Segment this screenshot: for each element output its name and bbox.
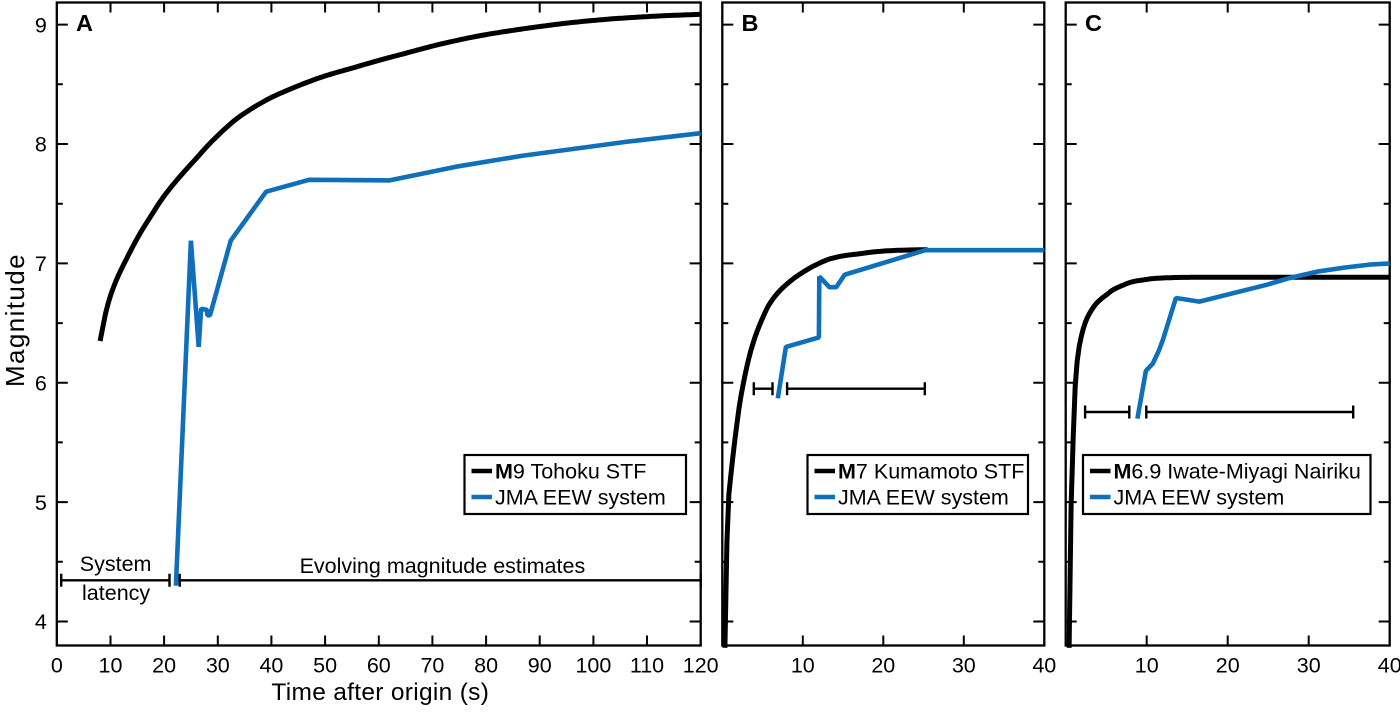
svg-text:6: 6 (35, 371, 47, 395)
svg-text:A: A (76, 10, 93, 36)
svg-text:JMA EEW system: JMA EEW system (838, 485, 1009, 509)
svg-text:10: 10 (1135, 654, 1159, 678)
svg-text:10: 10 (99, 654, 123, 678)
svg-text:20: 20 (152, 654, 176, 678)
svg-text:JMA EEW system: JMA EEW system (1114, 485, 1285, 509)
svg-text:40: 40 (1032, 654, 1056, 678)
svg-text:40: 40 (259, 654, 283, 678)
svg-text:90: 90 (528, 654, 552, 678)
svg-text:30: 30 (206, 654, 230, 678)
svg-text:110: 110 (630, 654, 664, 678)
svg-text:120: 120 (683, 654, 719, 678)
svg-text:Evolving magnitude estimates: Evolving magnitude estimates (300, 554, 586, 578)
svg-text:30: 30 (1297, 654, 1321, 678)
svg-text:M6.9 Iwate-Miyagi Nairiku: M6.9 Iwate-Miyagi Nairiku (1114, 459, 1361, 483)
svg-text:8: 8 (35, 133, 47, 157)
svg-text:Magnitude: Magnitude (0, 253, 30, 387)
svg-text:100: 100 (575, 654, 611, 678)
svg-text:Time after origin (s): Time after origin (s) (271, 679, 489, 706)
svg-text:4: 4 (35, 610, 47, 634)
svg-text:0: 0 (51, 654, 63, 678)
svg-text:M9 Tohoku STF: M9 Tohoku STF (495, 459, 646, 483)
svg-text:B: B (742, 10, 759, 36)
svg-text:M7 Kumamoto STF: M7 Kumamoto STF (838, 459, 1024, 483)
svg-text:80: 80 (474, 654, 498, 678)
svg-text:latency: latency (82, 581, 150, 605)
svg-text:20: 20 (871, 654, 895, 678)
svg-text:7: 7 (35, 252, 47, 276)
svg-text:70: 70 (420, 654, 444, 678)
svg-text:20: 20 (1216, 654, 1240, 678)
svg-text:50: 50 (313, 654, 337, 678)
svg-text:60: 60 (367, 654, 391, 678)
svg-text:9: 9 (35, 13, 47, 37)
svg-text:40: 40 (1378, 654, 1400, 678)
svg-text:30: 30 (952, 654, 976, 678)
svg-text:10: 10 (791, 654, 815, 678)
svg-text:C: C (1085, 10, 1102, 36)
svg-text:5: 5 (35, 491, 47, 515)
svg-text:System: System (80, 552, 152, 576)
svg-text:JMA EEW system: JMA EEW system (495, 485, 666, 509)
